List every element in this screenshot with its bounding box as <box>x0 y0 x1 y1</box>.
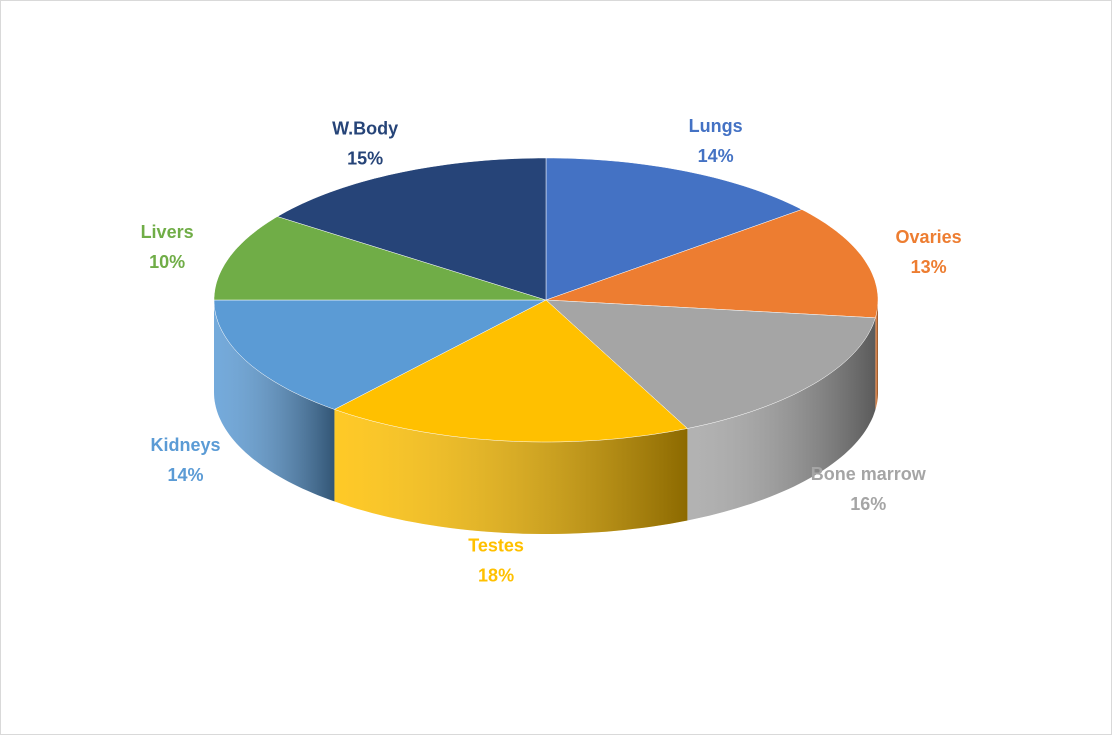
slice <box>213 216 547 301</box>
slice <box>333 299 688 443</box>
data-label-value: 16% <box>850 494 886 514</box>
slice <box>545 209 879 319</box>
data-label-name: Lungs <box>689 116 743 136</box>
slice-side-shade <box>334 409 688 534</box>
data-label-name: Livers <box>141 222 194 242</box>
data-label-value: 14% <box>698 146 734 166</box>
slice-side-shade <box>875 300 878 410</box>
slice <box>276 157 547 301</box>
data-label-value: 14% <box>168 465 204 485</box>
slice-side-shade <box>214 300 335 502</box>
data-label-value: 18% <box>478 566 514 586</box>
slice-side-shade <box>687 317 876 521</box>
data-label-name: Bone marrow <box>811 464 927 484</box>
data-label-value: 13% <box>911 257 947 277</box>
data-label-name: Kidneys <box>151 435 221 455</box>
slice <box>545 299 876 429</box>
slice <box>545 157 803 301</box>
data-label-value: 10% <box>149 252 185 272</box>
slice <box>213 299 547 410</box>
data-label-name: Testes <box>468 536 524 556</box>
data-label-name: W.Body <box>332 119 398 139</box>
data-label-value: 15% <box>347 149 383 169</box>
data-label-name: Ovaries <box>896 227 962 247</box>
